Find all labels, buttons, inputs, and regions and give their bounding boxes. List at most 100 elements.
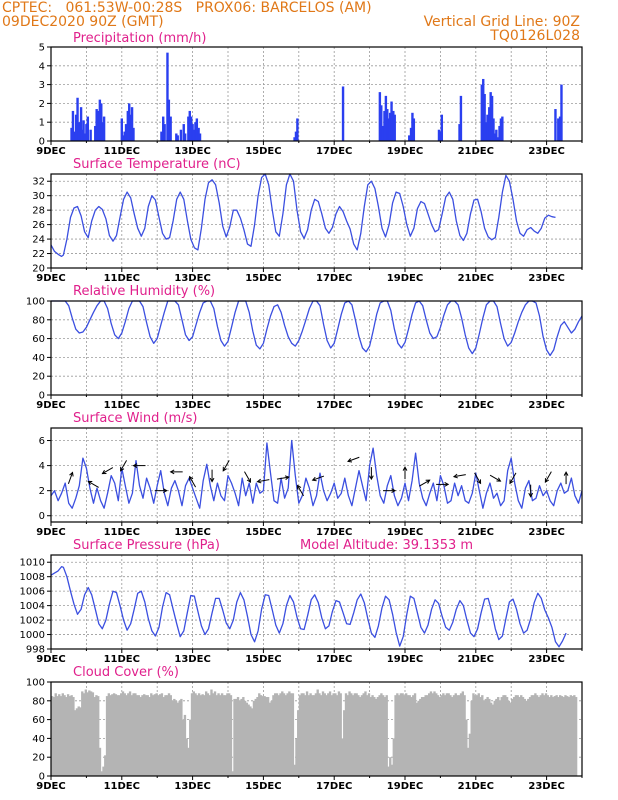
precip-bar	[80, 129, 84, 141]
precip-bar	[83, 133, 87, 141]
cloud-cover-bar	[341, 738, 344, 776]
rh-frame	[50, 300, 583, 396]
cloud-cover-bar	[130, 695, 134, 776]
wind-vector-arrow	[419, 479, 431, 487]
precip-bar	[195, 118, 199, 141]
cloud-cover-bar	[355, 693, 358, 776]
cloud-cover-bar	[125, 695, 128, 776]
pres-y-tick-label: 1002	[20, 616, 45, 627]
precip-bar	[293, 137, 296, 141]
cloud-cover-bar	[132, 693, 135, 776]
cloud-cover-bar	[297, 710, 300, 776]
cloud-cover-bar	[328, 691, 332, 776]
cloud-cover-bar	[307, 695, 311, 776]
cloud-cover-bar	[456, 695, 459, 776]
wind-vector-arrow	[256, 478, 270, 484]
cloud-cover-bar	[282, 693, 286, 776]
wind-vector-arrow	[154, 488, 168, 494]
cloud-cover-bar	[183, 714, 187, 776]
cloud-cover-bar	[74, 710, 77, 776]
cloud-cover-bar	[270, 700, 273, 776]
precip-bar	[82, 120, 85, 141]
rh-y-tick-label: 0	[39, 391, 45, 402]
cloud-cover-bar	[488, 698, 491, 776]
cloud-x-tick-label: 17DEC	[316, 781, 352, 792]
cloud-cover-bar	[203, 695, 206, 776]
wind-vector-arrow	[383, 488, 397, 494]
cloud-cover-bar	[337, 691, 341, 776]
wind-arrow-head	[563, 471, 569, 476]
precip-bar	[459, 95, 463, 141]
cloud-cover-bar	[155, 693, 158, 776]
cloud-cover-bar	[412, 695, 415, 776]
cloud-cover-bar	[75, 708, 79, 776]
cloud-cover-bar	[438, 697, 441, 776]
cloud-cover-bar	[518, 697, 521, 776]
pres-x-tick-label: 11DEC	[104, 654, 140, 665]
wind-arrow-head	[69, 471, 74, 477]
temp-panel: 20 22 24 26 28 30 32 9DEC 11DEC 13DEC 15DEC 17DEC 19…	[32, 157, 583, 284]
temp-x-tick-label: 23DEC	[528, 273, 564, 284]
temp-plot-area	[51, 174, 582, 268]
cloud-cover-bar	[220, 693, 224, 776]
cloud-cover-bar	[199, 695, 203, 776]
cloud-cover-bar	[500, 697, 503, 776]
cloud-cover-bar	[489, 702, 493, 776]
cloud-x-tick-label: 9DEC	[36, 781, 65, 792]
precip-bar	[126, 110, 130, 141]
cloud-cover-bar	[134, 693, 137, 776]
cloud-cover-bar	[428, 693, 431, 776]
cloud-cover-bar	[196, 695, 199, 776]
precip-bar	[492, 118, 495, 141]
cloud-cover-bar	[275, 693, 279, 776]
cloud-cover-bar	[491, 704, 495, 776]
cloud-cover-bar	[378, 695, 381, 776]
wind-frame	[50, 427, 583, 523]
rh-y-tick-label: 40	[32, 353, 45, 364]
cloud-cover-bar	[514, 695, 518, 776]
cloud-cover-bar	[397, 695, 401, 776]
cloud-cover-bar	[259, 695, 263, 776]
wind-x-tick-label: 17DEC	[316, 527, 352, 538]
cloud-panel: 0 20 40 60 80 100 9DEC 11DEC 13DEC 15DEC 17DEC 19DE…	[26, 665, 583, 792]
wind-arrow-shaft	[67, 472, 73, 484]
cloud-cover-bar	[369, 697, 372, 776]
cloud-cover-bar	[98, 747, 102, 776]
cloud-cover-bar	[150, 693, 153, 776]
precip-bar	[163, 124, 166, 141]
temp-x-tick-label: 11DEC	[104, 273, 140, 284]
precip-bar	[194, 122, 197, 141]
precip-bar	[175, 133, 178, 141]
cloud-cover-bar	[465, 719, 468, 776]
cloud-cover-bar	[468, 733, 472, 776]
temp-x-tick-label: 13DEC	[174, 273, 210, 284]
precip-bar	[182, 124, 185, 141]
cloud-cover-bar	[245, 702, 249, 776]
wind-arrow-head	[284, 475, 290, 480]
precip-bar	[409, 127, 413, 141]
precip-bar	[189, 116, 193, 141]
cloud-cover-bar	[309, 693, 312, 776]
cloud-cover-bar	[346, 695, 349, 776]
cloud-cover-bar	[325, 695, 328, 776]
precip-x-tick-label: 13DEC	[174, 146, 210, 157]
wind-arrow-shaft	[347, 456, 360, 462]
cloud-cover-bar	[419, 698, 422, 776]
wind-arrow-shaft	[312, 475, 325, 481]
temp-x-tick-label: 21DEC	[458, 273, 494, 284]
precip-bar	[179, 129, 183, 141]
cloud-cover-bar	[167, 693, 171, 776]
cloud-cover-bar	[235, 698, 238, 776]
cloud-cover-bar	[256, 697, 259, 776]
precip-bar	[169, 116, 172, 141]
precip-bar	[128, 103, 131, 141]
cloud-cover-bar	[279, 693, 282, 776]
rh-x-tick-label: 17DEC	[316, 400, 352, 411]
cloud-cover-bar	[208, 695, 211, 776]
cloud-cover-bar	[300, 693, 303, 776]
cloud-x-tick-label: 19DEC	[387, 781, 423, 792]
cloud-cover-bar	[56, 696, 59, 776]
rh-x-tick-label: 23DEC	[528, 400, 564, 411]
cloud-cover-bar	[564, 695, 567, 776]
precip-bar	[388, 112, 392, 141]
